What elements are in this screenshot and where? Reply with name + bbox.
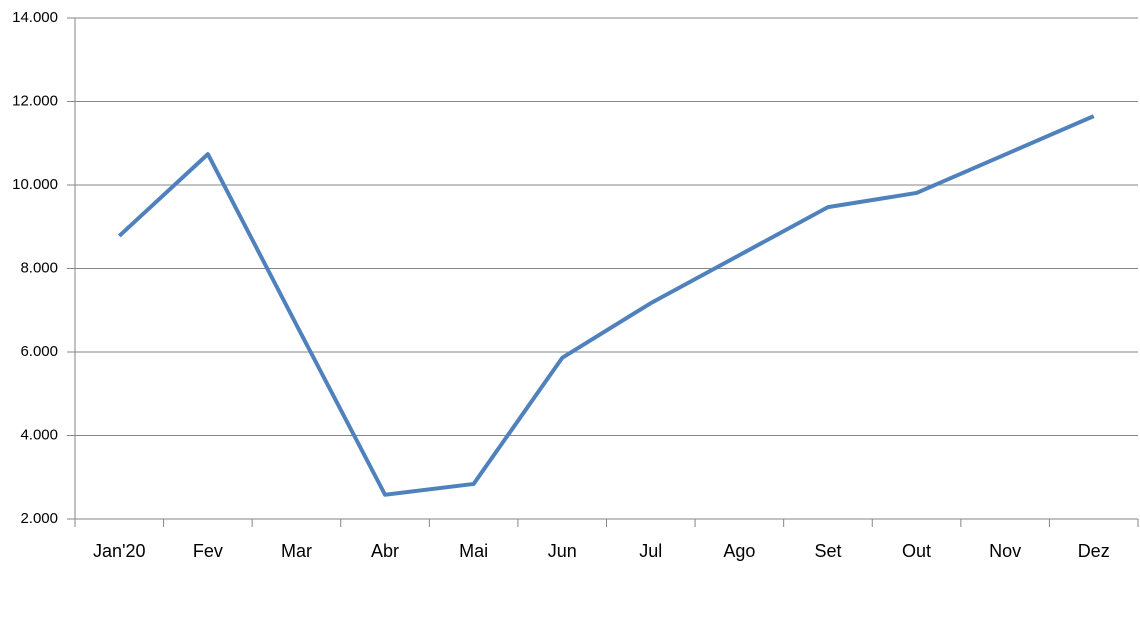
y-tick-label: 6.000 [20,343,58,360]
x-tick-label: Ago [723,541,755,561]
y-tick-label: 8.000 [20,259,58,276]
y-tick-label: 2.000 [20,510,58,527]
x-tick-label: Jun [548,541,577,561]
x-tick-label: Mar [281,541,312,561]
y-tick-label: 14.000 [12,9,58,26]
x-tick-label: Mai [459,541,488,561]
y-tick-label: 12.000 [12,92,58,109]
x-tick-label: Jan'20 [93,541,145,561]
x-tick-label: Jul [639,541,662,561]
y-tick-label: 4.000 [20,426,58,443]
line [117,114,1095,497]
x-tick-label: Out [902,541,931,561]
y-tick-label: 10.000 [12,176,58,193]
x-tick-label: Abr [371,541,399,561]
x-tick-label: Nov [989,541,1021,561]
x-tick-label: Fev [193,541,223,561]
x-tick-label: Set [814,541,841,561]
x-tick-label: Dez [1078,541,1110,561]
